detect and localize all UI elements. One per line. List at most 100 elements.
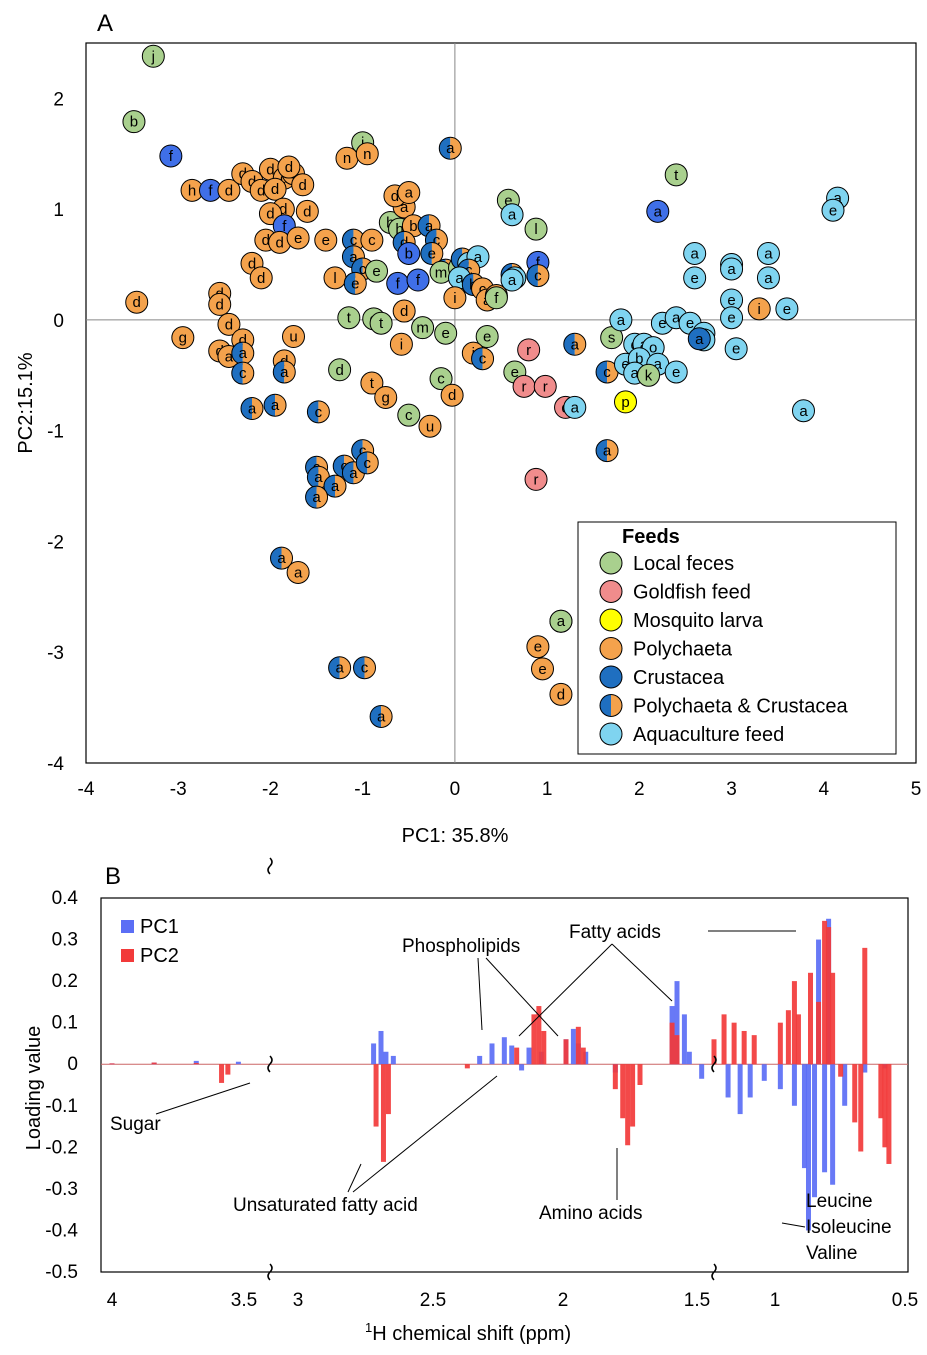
point-marker-outline [355,451,379,475]
point-label: f [282,218,287,235]
scatter-point: a [272,360,296,384]
scatter-point: d [217,312,241,336]
point-label: e [621,356,629,373]
fatty-acids-leader-2 [611,943,673,1002]
point-label: a [312,489,321,506]
point-label: a [248,401,257,418]
scatter-point: a [323,474,347,498]
point-marker [389,332,413,356]
x-tick-label: 3 [726,779,737,800]
point-marker [141,44,165,68]
point-label: a [508,207,517,224]
phospholipids-leader-1 [477,957,483,1031]
point-label: d [266,206,274,223]
point-marker [687,327,711,351]
loading-bar-pc2 [536,1006,542,1065]
point-label: d [239,332,247,349]
loading-bar-pc2 [193,1062,199,1065]
point-label: d [285,159,293,176]
scatter-point: a [609,308,633,332]
legend-title: Feeds [622,526,680,548]
point-label: a [631,365,640,382]
loading-bar-pc2 [385,1064,391,1115]
scatter-point: i [389,332,413,356]
scatter-point: e [434,321,458,345]
loading-bar-pc2 [785,1010,791,1065]
point-label: a [405,185,414,202]
legend-item-crust: Crustacea [599,665,725,689]
point-marker [500,203,524,227]
point-marker-left-half [356,451,368,474]
point-marker-left-half [305,486,317,509]
b-y-tick-label: -0.2 [45,1137,78,1158]
scatter-point: e [475,325,499,349]
panel-b-y-axis-title: Loading value [23,1026,45,1151]
axis-break-top-1 [267,857,273,875]
point-label: d [133,294,141,311]
point-marker-outline [263,393,287,417]
point-label: d [225,182,233,199]
point-marker-left-half [324,475,335,498]
point-label: a [239,345,248,362]
point-label: m [416,320,429,337]
scatter-point: c [397,403,421,427]
point-marker [683,266,707,290]
loading-bar-pc2 [751,1035,757,1065]
legend-label-aqua: Aquaculture feed [633,724,784,746]
scatter-point: e [420,241,444,265]
point-label: f [208,182,213,199]
loading-bar-pc2 [225,1064,231,1075]
scatter-point: n [355,142,379,166]
point-marker [282,325,305,349]
scatter-point: r [533,374,557,398]
point-marker-left-half [418,214,430,237]
point-label: t [370,375,375,392]
point-marker-left-half [342,461,354,484]
point-marker [406,268,430,292]
legend-item-aqua: Aquaculture feed [599,722,784,746]
point-marker [171,326,195,350]
axis-break-mark-1 [267,1263,273,1281]
scatter-point: e [365,259,388,283]
point-label: c [534,268,542,285]
loading-bar-pc2 [822,920,828,1065]
loading-bar-pc2 [580,1047,586,1065]
x-tick-label: 1 [542,779,553,800]
point-marker [646,199,670,223]
loading-bar-pc2 [219,1064,225,1083]
loading-bar-pc2 [816,1001,822,1065]
point-label: e [294,230,302,247]
point-marker-right-half [284,360,296,383]
scatter-point: a [687,327,711,351]
scatter-point: u [418,414,442,438]
panel-b-bars [109,918,892,1231]
leucine-annotation: Leucine [806,1191,873,1212]
loading-bar-pc2 [795,1014,801,1065]
scatter-point: a [305,485,329,509]
legend-marker-mosquito [599,608,623,632]
loading-bar-pc1 [777,1064,783,1090]
point-label: u [289,329,297,346]
point-marker-outline [563,332,587,356]
point-marker-right-half [367,451,379,474]
loading-bar-pc2 [109,1063,115,1065]
loading-bar-pc1 [816,939,822,1065]
point-label: e [658,315,666,332]
scatter-point: b [122,110,146,134]
point-label: d [239,166,247,183]
point-marker-outline [595,439,619,463]
point-label: l [333,270,336,287]
point-marker [524,217,548,241]
scatter-point: d [208,292,232,316]
point-label: a [349,465,358,482]
point-label: a [571,399,580,416]
point-label: d [391,188,399,205]
point-marker [531,657,554,681]
point-label: d [275,234,283,251]
loading-bar-pc2 [514,1047,520,1065]
point-label: e [351,275,359,292]
point-marker [286,226,310,250]
point-marker [563,395,587,419]
point-marker [369,311,393,335]
y-tick-label: 1 [53,200,64,221]
